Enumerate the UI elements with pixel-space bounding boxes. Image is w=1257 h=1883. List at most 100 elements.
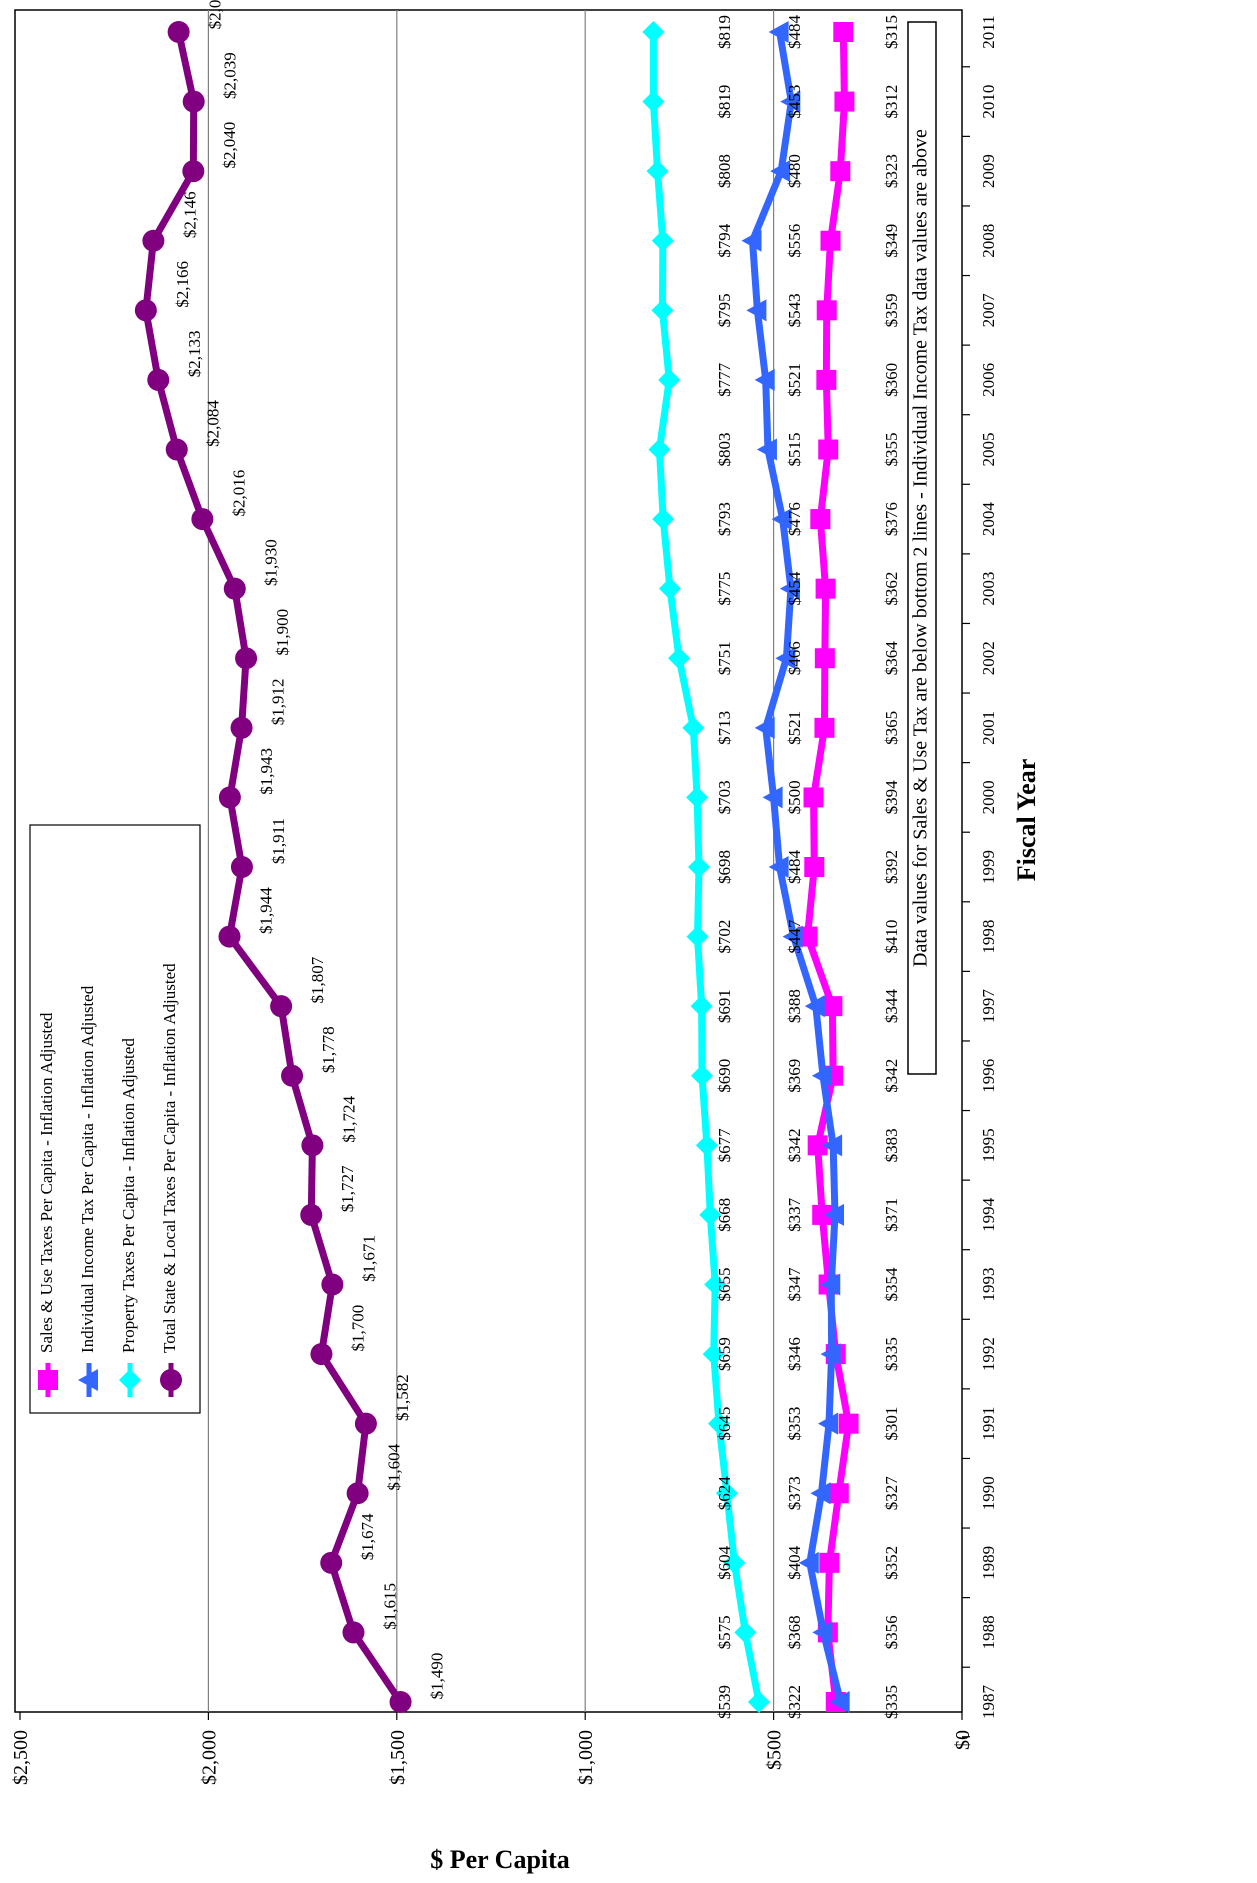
data-label: $369 (785, 1059, 804, 1093)
data-point (301, 1134, 324, 1157)
data-point (807, 1135, 828, 1156)
series-2 (642, 21, 770, 1713)
data-point (812, 1204, 833, 1225)
legend-label: Property Taxes Per Capita - Inflation Ad… (119, 1038, 138, 1353)
x-tick-label: 2009 (979, 154, 998, 188)
data-label: $1,944 (256, 887, 275, 934)
legend-label: Sales & Use Taxes Per Capita - Inflation… (37, 1012, 56, 1353)
data-point (218, 786, 241, 809)
data-label: $447 (785, 919, 804, 954)
data-point (820, 1343, 841, 1366)
data-point (682, 716, 705, 739)
data-point (723, 1551, 746, 1574)
legend: Sales & Use Taxes Per Capita - Inflation… (29, 824, 201, 1414)
data-point (780, 90, 801, 113)
data-point (646, 160, 669, 183)
x-axis-label: Fiscal Year (1012, 759, 1041, 882)
data-point (775, 647, 796, 670)
data-label: $575 (715, 1615, 734, 1649)
data-point (815, 578, 836, 599)
data-point (818, 439, 839, 460)
data-point (822, 1134, 843, 1157)
series-lines (134, 21, 859, 1713)
y-tick-label: $1,500 (387, 1730, 409, 1785)
data-label: $1,727 (338, 1165, 357, 1212)
data-point (779, 577, 800, 600)
data-point (167, 21, 190, 43)
data-label: $454 (785, 571, 804, 606)
data-label: $355 (882, 433, 901, 467)
data-label: $1,615 (380, 1583, 399, 1630)
x-axis-ticks: 1987 1988 1989 1990 1991 1992 1993 1994 1995 1996… (962, 15, 998, 1738)
data-label: $543 (785, 293, 804, 327)
data-point (346, 1482, 369, 1505)
data-label: $476 (785, 502, 804, 536)
data-label: $1,943 (257, 748, 276, 795)
data-point (754, 368, 775, 391)
data-point (223, 577, 246, 600)
data-label: $1,930 (262, 539, 281, 586)
data-point (828, 1483, 849, 1504)
data-point (810, 509, 831, 530)
data-point (768, 856, 789, 878)
data-point (829, 1691, 850, 1713)
data-point (230, 716, 253, 739)
data-point (642, 21, 665, 43)
data-label: $819 (715, 15, 734, 49)
data-point (811, 1064, 832, 1087)
data-label: $775 (715, 572, 734, 606)
data-label: $1,912 (268, 678, 287, 725)
data-label: $337 (785, 1197, 804, 1232)
series-1 (741, 21, 850, 1713)
data-point (648, 438, 671, 461)
x-tick-label: 2003 (979, 572, 998, 606)
data-label: $344 (882, 989, 901, 1024)
data-label: $354 (882, 1267, 901, 1302)
annotation-frame (907, 21, 937, 1075)
x-tick-label: 2011 (979, 15, 998, 48)
data-label: $368 (785, 1615, 804, 1649)
data-point (651, 229, 674, 252)
data-label: $1,911 (269, 818, 288, 864)
data-label: $2,146 (180, 191, 199, 238)
data-label: $383 (882, 1128, 901, 1162)
data-label: $703 (715, 780, 734, 814)
data-point (838, 1413, 859, 1434)
data-label: $323 (882, 154, 901, 188)
data-point (741, 229, 762, 252)
data-point (824, 1203, 845, 1226)
data-label: $1,900 (273, 609, 292, 656)
data-point (142, 229, 165, 252)
data-point (300, 1203, 323, 1226)
legend-swatch-marker (38, 1370, 58, 1390)
data-label: $327 (882, 1476, 901, 1511)
data-point (819, 1552, 840, 1573)
data-label: $342 (882, 1059, 901, 1093)
data-label: $808 (715, 154, 734, 188)
x-tick-label: 1987 (979, 1685, 998, 1720)
data-label: $373 (785, 1476, 804, 1510)
data-point (687, 856, 710, 878)
data-label: $1,700 (348, 1305, 367, 1352)
data-point (182, 160, 205, 183)
y-tick-label: $1,000 (575, 1730, 597, 1785)
data-label: $360 (882, 363, 901, 397)
y-tick-label: $0 (952, 1730, 974, 1750)
x-tick-label: 1990 (979, 1476, 998, 1510)
data-point (746, 299, 767, 322)
data-point (754, 716, 775, 739)
data-label: $690 (715, 1059, 734, 1093)
data-point (820, 1273, 841, 1296)
data-point (658, 368, 681, 391)
data-label: $371 (882, 1198, 901, 1232)
data-point (658, 577, 681, 600)
legend-label: Total State & Local Taxes Per Capita - I… (160, 963, 179, 1353)
data-label: $1,724 (339, 1095, 358, 1142)
data-label: $484 (785, 850, 804, 885)
data-label: $668 (715, 1198, 734, 1232)
plot-area (14, 9, 963, 1713)
x-tick-label: 1994 (979, 1197, 998, 1232)
x-tick-label: 1992 (979, 1337, 998, 1371)
data-label: $335 (882, 1337, 901, 1371)
data-point (814, 648, 835, 669)
